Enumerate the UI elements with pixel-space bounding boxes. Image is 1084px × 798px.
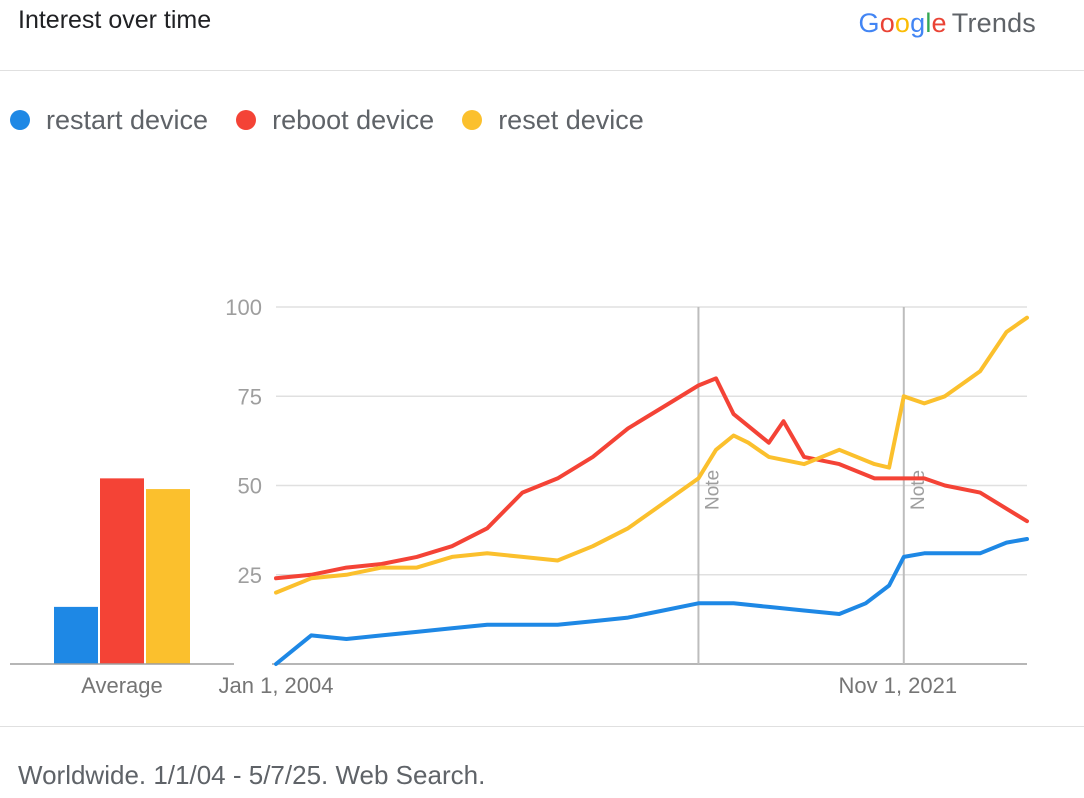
y-tick-label: 100 (225, 295, 262, 320)
chart-title: Interest over time (18, 6, 212, 34)
y-tick-label: 75 (238, 384, 262, 409)
series-line-reset-device (274, 315, 1029, 595)
x-tick-label: Jan 1, 2004 (219, 673, 334, 698)
legend-item-2[interactable]: reset device (462, 105, 644, 136)
series-line-restart-device (274, 537, 1029, 666)
average-bar-reboot-device (100, 478, 144, 664)
x-tick-label: Nov 1, 2021 (838, 673, 957, 698)
chart-legend: restart device reboot device reset device (10, 100, 672, 140)
legend-item-0[interactable]: restart device (10, 105, 208, 136)
average-bar-restart-device (54, 606, 98, 664)
y-tick-label: 25 (238, 563, 262, 588)
google-trends-logo: Google Trends (858, 8, 1036, 39)
legend-item-1[interactable]: reboot device (236, 105, 434, 136)
legend-dot (10, 110, 30, 130)
legend-dot (236, 110, 257, 130)
trends-wordmark: Trends (951, 8, 1036, 38)
note-marker-label: Note (908, 470, 929, 510)
y-tick-label: 50 (238, 474, 262, 499)
legend-label: reset device (498, 104, 644, 135)
legend-dot (462, 110, 483, 130)
average-bar-reset-device (146, 489, 190, 664)
footer-caption: Worldwide. 1/1/04 - 5/7/25. Web Search. (18, 760, 486, 790)
chart-header: Interest over time Google Trends (0, 0, 1084, 71)
google-wordmark: Google (858, 8, 947, 38)
footer-divider (0, 726, 1084, 727)
average-label: Average (81, 673, 163, 698)
series-line-reboot-device (274, 376, 1029, 581)
legend-label: reboot device (272, 104, 435, 135)
note-marker-label: Note (702, 470, 723, 510)
legend-label: restart device (46, 104, 209, 135)
